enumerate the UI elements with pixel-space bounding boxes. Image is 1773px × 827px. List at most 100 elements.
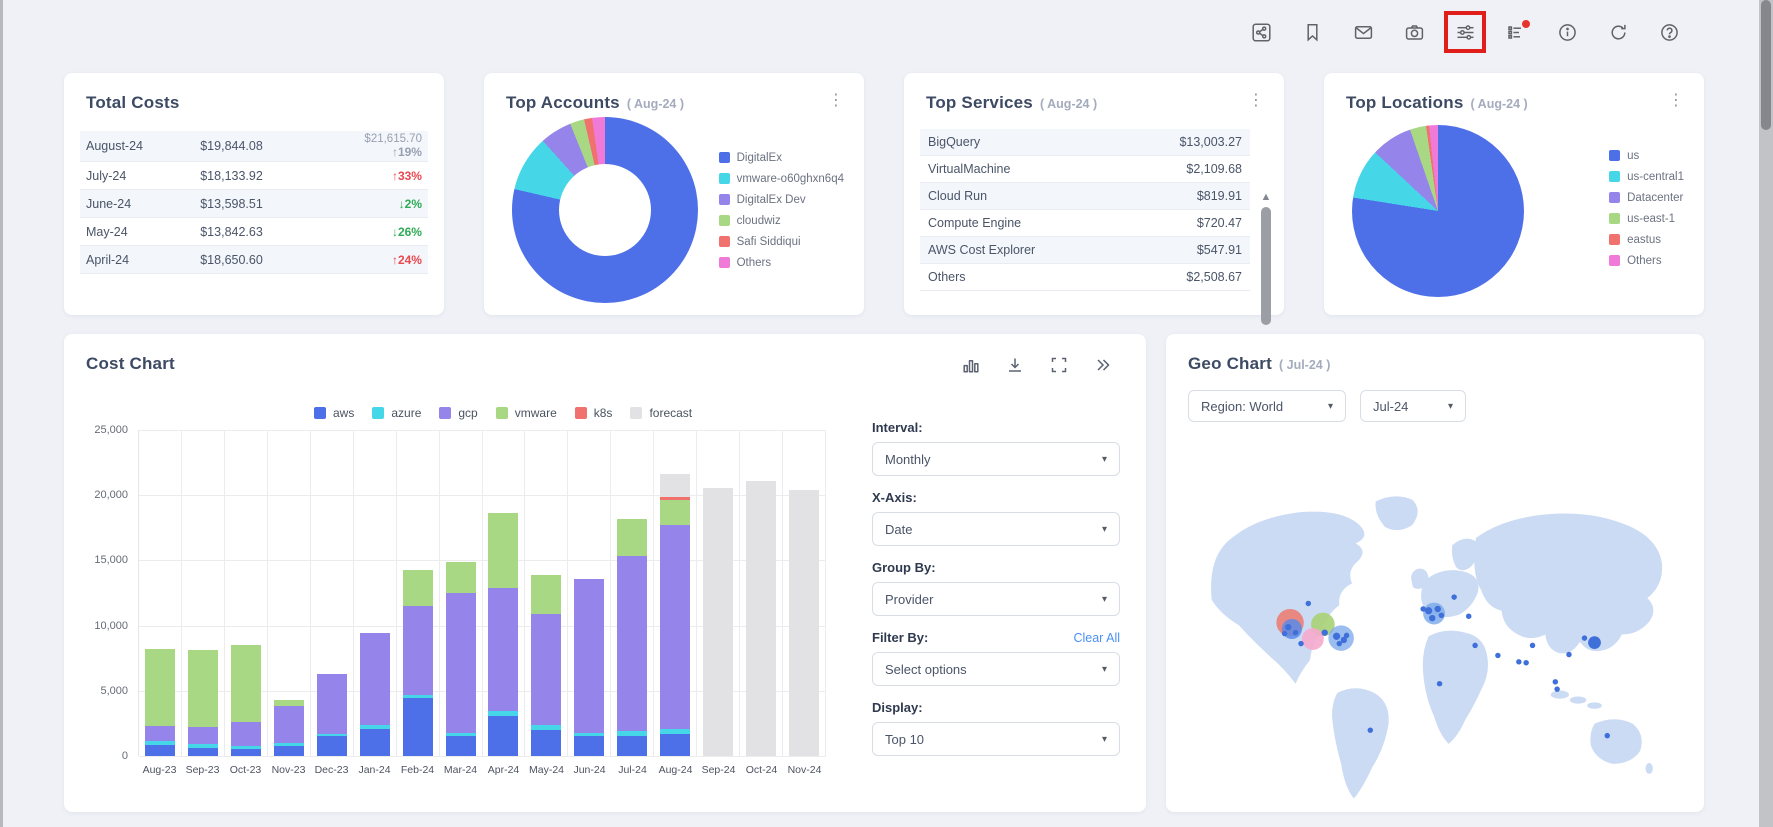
geo-dot[interactable]	[1451, 594, 1457, 600]
stacked-bar[interactable]	[144, 648, 175, 756]
list-item[interactable]: Others $2,508.67	[920, 264, 1250, 291]
geo-dot[interactable]	[1552, 679, 1559, 685]
table-row[interactable]: July-24 $18,133.92 ↑33%	[80, 162, 428, 190]
table-row[interactable]: June-24 $13,598.51 ↓2%	[80, 190, 428, 218]
bar-chart-icon[interactable]	[962, 356, 980, 374]
legend-item[interactable]: Others	[1609, 255, 1684, 267]
display-select[interactable]: Top 10 ▾	[872, 722, 1120, 756]
geo-dot[interactable]	[1438, 612, 1445, 619]
scroll-track[interactable]	[1261, 203, 1271, 341]
clear-all-link[interactable]: Clear All	[1073, 630, 1120, 645]
list-badge-icon[interactable]	[1498, 14, 1534, 50]
legend-item[interactable]: us-central1	[1609, 171, 1684, 183]
legend-item[interactable]: azure	[372, 406, 421, 420]
legend-item[interactable]: gcp	[439, 406, 478, 420]
kebab-menu-icon[interactable]: ⋮	[1668, 92, 1684, 109]
table-row[interactable]: August-24 $19,844.08 $21,615.70 ↑19%	[80, 131, 428, 162]
refresh-icon[interactable]	[1600, 14, 1636, 50]
share-icon[interactable]	[1243, 14, 1279, 50]
geo-dot[interactable]	[1529, 642, 1536, 649]
geo-dot[interactable]	[1321, 629, 1328, 636]
legend-item[interactable]: forecast	[630, 406, 692, 420]
groupby-select[interactable]: Provider ▾	[872, 582, 1120, 616]
legend-item[interactable]: DigitalEx	[718, 152, 844, 164]
geo-dot[interactable]	[1566, 651, 1572, 658]
geo-dot[interactable]	[1332, 632, 1341, 640]
page-scrollbar[interactable]	[1759, 0, 1773, 827]
geo-dot[interactable]	[1588, 636, 1601, 650]
geo-dot[interactable]	[1604, 732, 1610, 739]
geo-dot[interactable]	[1581, 635, 1588, 641]
page-scrollbar-thumb[interactable]	[1761, 0, 1771, 130]
geo-dot[interactable]	[1343, 632, 1350, 639]
geo-dot[interactable]	[1285, 623, 1292, 631]
stacked-bar[interactable]	[531, 575, 562, 756]
stacked-bar[interactable]	[789, 489, 820, 756]
list-item[interactable]: Cloud Run $819.91	[920, 183, 1250, 210]
geo-dot[interactable]	[1298, 640, 1304, 647]
legend-item[interactable]: us-east-1	[1609, 213, 1684, 225]
fullscreen-icon[interactable]	[1050, 356, 1068, 374]
xaxis-select[interactable]: Date ▾	[872, 512, 1120, 546]
legend-item[interactable]: cloudwiz	[718, 215, 844, 227]
legend-item[interactable]: vmware-o60ghxn6q4	[718, 173, 844, 185]
geo-dot[interactable]	[1465, 613, 1472, 619]
geo-bubble[interactable]	[1301, 628, 1324, 650]
legend-item[interactable]: Safi Siddiqui	[718, 236, 844, 248]
geo-dot[interactable]	[1305, 600, 1312, 607]
stacked-bar[interactable]	[402, 570, 433, 756]
stacked-bar[interactable]	[488, 512, 519, 756]
geo-dot[interactable]	[1429, 614, 1436, 622]
geo-dot[interactable]	[1523, 659, 1529, 666]
stacked-bar[interactable]	[359, 632, 390, 756]
top-accounts-donut-chart[interactable]	[512, 117, 698, 303]
list-item[interactable]: Compute Engine $720.47	[920, 210, 1250, 237]
stacked-bar[interactable]	[574, 578, 605, 756]
legend-item[interactable]: Datacenter	[1609, 192, 1684, 204]
geo-dot[interactable]	[1434, 605, 1441, 613]
region-select[interactable]: Region: World ▾	[1188, 390, 1346, 422]
geo-dot[interactable]	[1340, 636, 1348, 644]
mail-icon[interactable]	[1345, 14, 1381, 50]
legend-item[interactable]: Others	[718, 257, 844, 269]
geo-dot[interactable]	[1420, 606, 1426, 612]
geo-dot[interactable]	[1336, 640, 1343, 647]
camera-icon[interactable]	[1396, 14, 1432, 50]
geo-world-map[interactable]	[1176, 454, 1694, 804]
kebab-menu-icon[interactable]: ⋮	[828, 92, 844, 109]
legend-item[interactable]: us	[1609, 150, 1684, 162]
stacked-bar[interactable]	[316, 673, 347, 756]
legend-item[interactable]: aws	[314, 406, 354, 420]
services-scrollbar[interactable]: ▲ ▼	[1258, 191, 1274, 353]
legend-item[interactable]: vmware	[495, 406, 557, 420]
scroll-thumb[interactable]	[1261, 207, 1271, 325]
geo-dot[interactable]	[1436, 680, 1443, 687]
list-item[interactable]: VirtualMachine $2,109.68	[920, 156, 1250, 183]
list-item[interactable]: AWS Cost Explorer $547.91	[920, 237, 1250, 264]
stacked-bar[interactable]	[187, 650, 218, 756]
geo-dot[interactable]	[1472, 642, 1478, 649]
double-chevron-icon[interactable]	[1094, 356, 1112, 374]
table-row[interactable]: April-24 $18,650.60 ↑24%	[80, 246, 428, 274]
geo-dot[interactable]	[1292, 629, 1299, 636]
geo-dot[interactable]	[1516, 659, 1522, 665]
info-icon[interactable]	[1549, 14, 1585, 50]
legend-item[interactable]: k8s	[574, 406, 612, 420]
list-item[interactable]: BigQuery $13,003.27	[920, 129, 1250, 156]
geo-dot[interactable]	[1281, 630, 1288, 637]
legend-item[interactable]: DigitalEx Dev	[718, 194, 844, 206]
geo-dot[interactable]	[1424, 607, 1433, 615]
stacked-bar[interactable]	[273, 699, 304, 756]
download-icon[interactable]	[1006, 356, 1024, 374]
kebab-menu-icon[interactable]: ⋮	[1248, 92, 1264, 109]
help-icon[interactable]	[1651, 14, 1687, 50]
interval-select[interactable]: Monthly ▾	[872, 442, 1120, 476]
geo-dot[interactable]	[1367, 727, 1374, 733]
top-locations-pie-chart[interactable]	[1352, 125, 1524, 297]
filterby-select[interactable]: Select options ▾	[872, 652, 1120, 686]
geo-dot[interactable]	[1554, 686, 1560, 692]
geo-month-select[interactable]: Jul-24 ▾	[1360, 390, 1466, 422]
geo-bubble[interactable]	[1328, 625, 1354, 651]
stacked-bar[interactable]	[230, 644, 261, 756]
stacked-bar[interactable]	[703, 488, 734, 756]
